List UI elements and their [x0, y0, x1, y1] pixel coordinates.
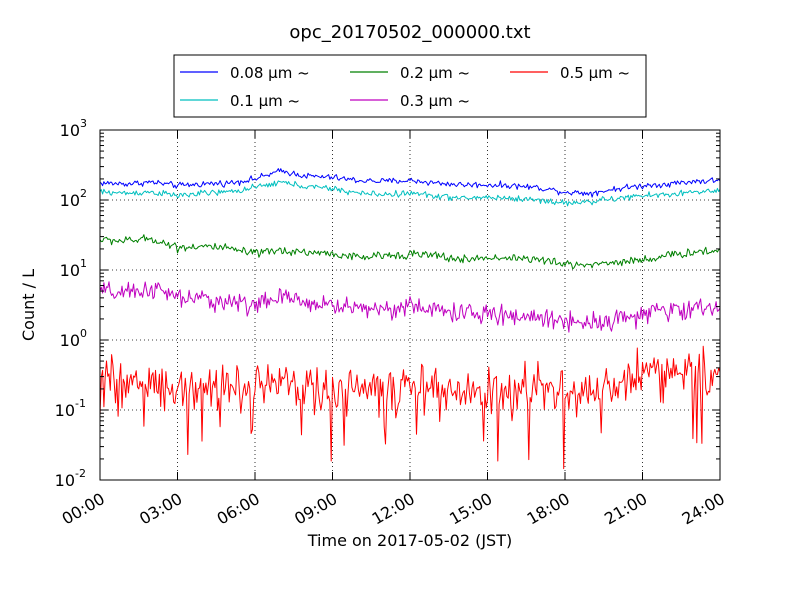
legend-item: 0.5 μm ~ — [510, 64, 630, 82]
y-tick-exponent: -1 — [75, 397, 86, 410]
y-tick-label: 10 -2 — [55, 467, 86, 490]
y-tick-exponent: 1 — [80, 257, 87, 270]
legend-item: 0.2 μm ~ — [350, 64, 470, 82]
chart-title: opc_20170502_000000.txt — [289, 22, 530, 43]
x-axis-label: Time on 2017-05-02 (JST) — [307, 531, 512, 550]
legend-item: 0.3 μm ~ — [350, 92, 470, 110]
y-tick-base: 10 — [60, 261, 80, 280]
series-line — [99, 168, 721, 198]
legend-label: 0.2 μm ~ — [400, 64, 470, 82]
y-tick-exponent: 0 — [80, 327, 87, 340]
y-tick-base: 10 — [60, 191, 80, 210]
y-tick-label: 10 2 — [60, 187, 87, 210]
y-tick-exponent: 2 — [80, 187, 87, 200]
y-tick-exponent: 3 — [80, 117, 87, 130]
y-axis-label: Count / L — [19, 269, 38, 341]
y-tick-label: 10 3 — [60, 117, 87, 140]
series-line — [99, 345, 721, 470]
legend-frame — [173, 54, 647, 118]
legend: 0.08 μm ~ 0.1 μm ~ 0.2 μm ~ 0.3 μm ~ 0.5 μm … — [173, 54, 647, 118]
series-line — [99, 281, 721, 333]
series-line — [99, 234, 720, 270]
y-tick-base: 10 — [60, 121, 80, 140]
legend-label: 0.3 μm ~ — [400, 92, 470, 110]
legend-label: 0.5 μm ~ — [560, 64, 630, 82]
y-tick-label: 10 0 — [60, 327, 87, 350]
series-layer — [99, 168, 721, 470]
legend-item: 0.08 μm ~ — [180, 64, 310, 82]
legend-item: 0.1 μm ~ — [180, 92, 300, 110]
legend-label: 0.08 μm ~ — [230, 64, 310, 82]
tick-marks — [99, 129, 721, 481]
y-tick-label: 10 1 — [60, 257, 87, 280]
y-tick-base: 10 — [60, 331, 80, 350]
legend-label: 0.1 μm ~ — [230, 92, 300, 110]
y-tick-base: 10 — [55, 471, 75, 490]
y-tick-label: 10 -1 — [55, 397, 86, 420]
y-tick-exponent: -2 — [75, 467, 86, 480]
series-line — [99, 180, 721, 207]
y-tick-base: 10 — [55, 401, 75, 420]
